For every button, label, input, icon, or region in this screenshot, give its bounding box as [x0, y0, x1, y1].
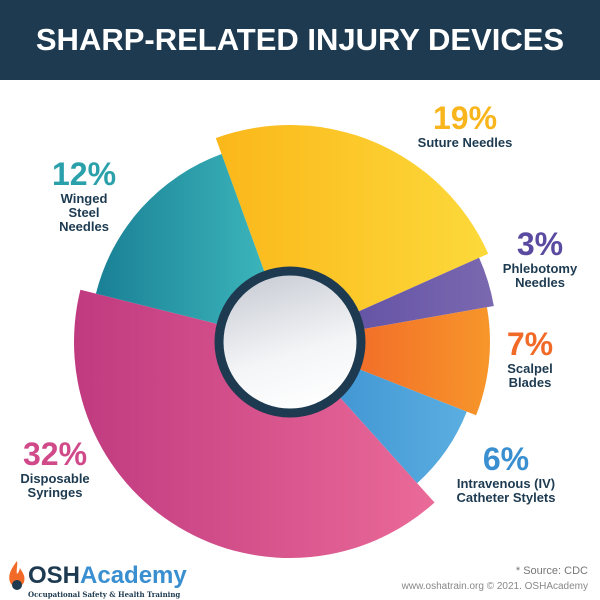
slice-value: 19%	[432, 100, 498, 136]
slice-value: 32%	[22, 436, 88, 472]
copyright-credit: www.oshatrain.org © 2021. OSHAcademy	[401, 581, 588, 592]
slice-name: Disposable Syringes	[20, 471, 90, 500]
slice-name: Phlebotomy Needles	[502, 261, 578, 290]
slice-name: Intravenous (IV) Catheter Stylets	[456, 476, 556, 505]
slice-value: 7%	[506, 326, 554, 362]
slice-name: Scalpel Blades	[507, 361, 553, 390]
slice-label-suture: 19% Suture Needles	[415, 100, 515, 150]
pie-slice-disposable	[73, 289, 435, 558]
title-bar: SHARP-RELATED INJURY DEVICES	[0, 0, 600, 80]
center-ring	[214, 266, 366, 418]
slice-label-scalpel: 7% Scalpel Blades	[485, 326, 575, 390]
slice-label-iv: 6% Intravenous (IV) Catheter Stylets	[426, 441, 586, 505]
slice-name: Suture Needles	[417, 135, 513, 150]
source-note: * Source: CDC	[515, 565, 588, 577]
slice-label-phlebotomy: 3% Phlebotomy Needles	[490, 226, 590, 290]
slice-label-winged: 12% Winged Steel Needles	[39, 156, 129, 234]
logo-tagline: Occupational Safety & Health Training	[28, 590, 181, 599]
slice-name: Winged Steel Needles	[59, 191, 109, 234]
slice-value: 6%	[482, 441, 530, 477]
slice-value: 3%	[516, 226, 564, 262]
flame-icon	[9, 561, 25, 590]
chart-title: SHARP-RELATED INJURY DEVICES	[35, 22, 565, 57]
slice-value: 12%	[51, 156, 117, 192]
oshacademy-logo: OSHAcademy Occupational Safety & Health …	[6, 560, 187, 599]
slice-label-disposable: 32% Disposable Syringes	[5, 436, 105, 500]
